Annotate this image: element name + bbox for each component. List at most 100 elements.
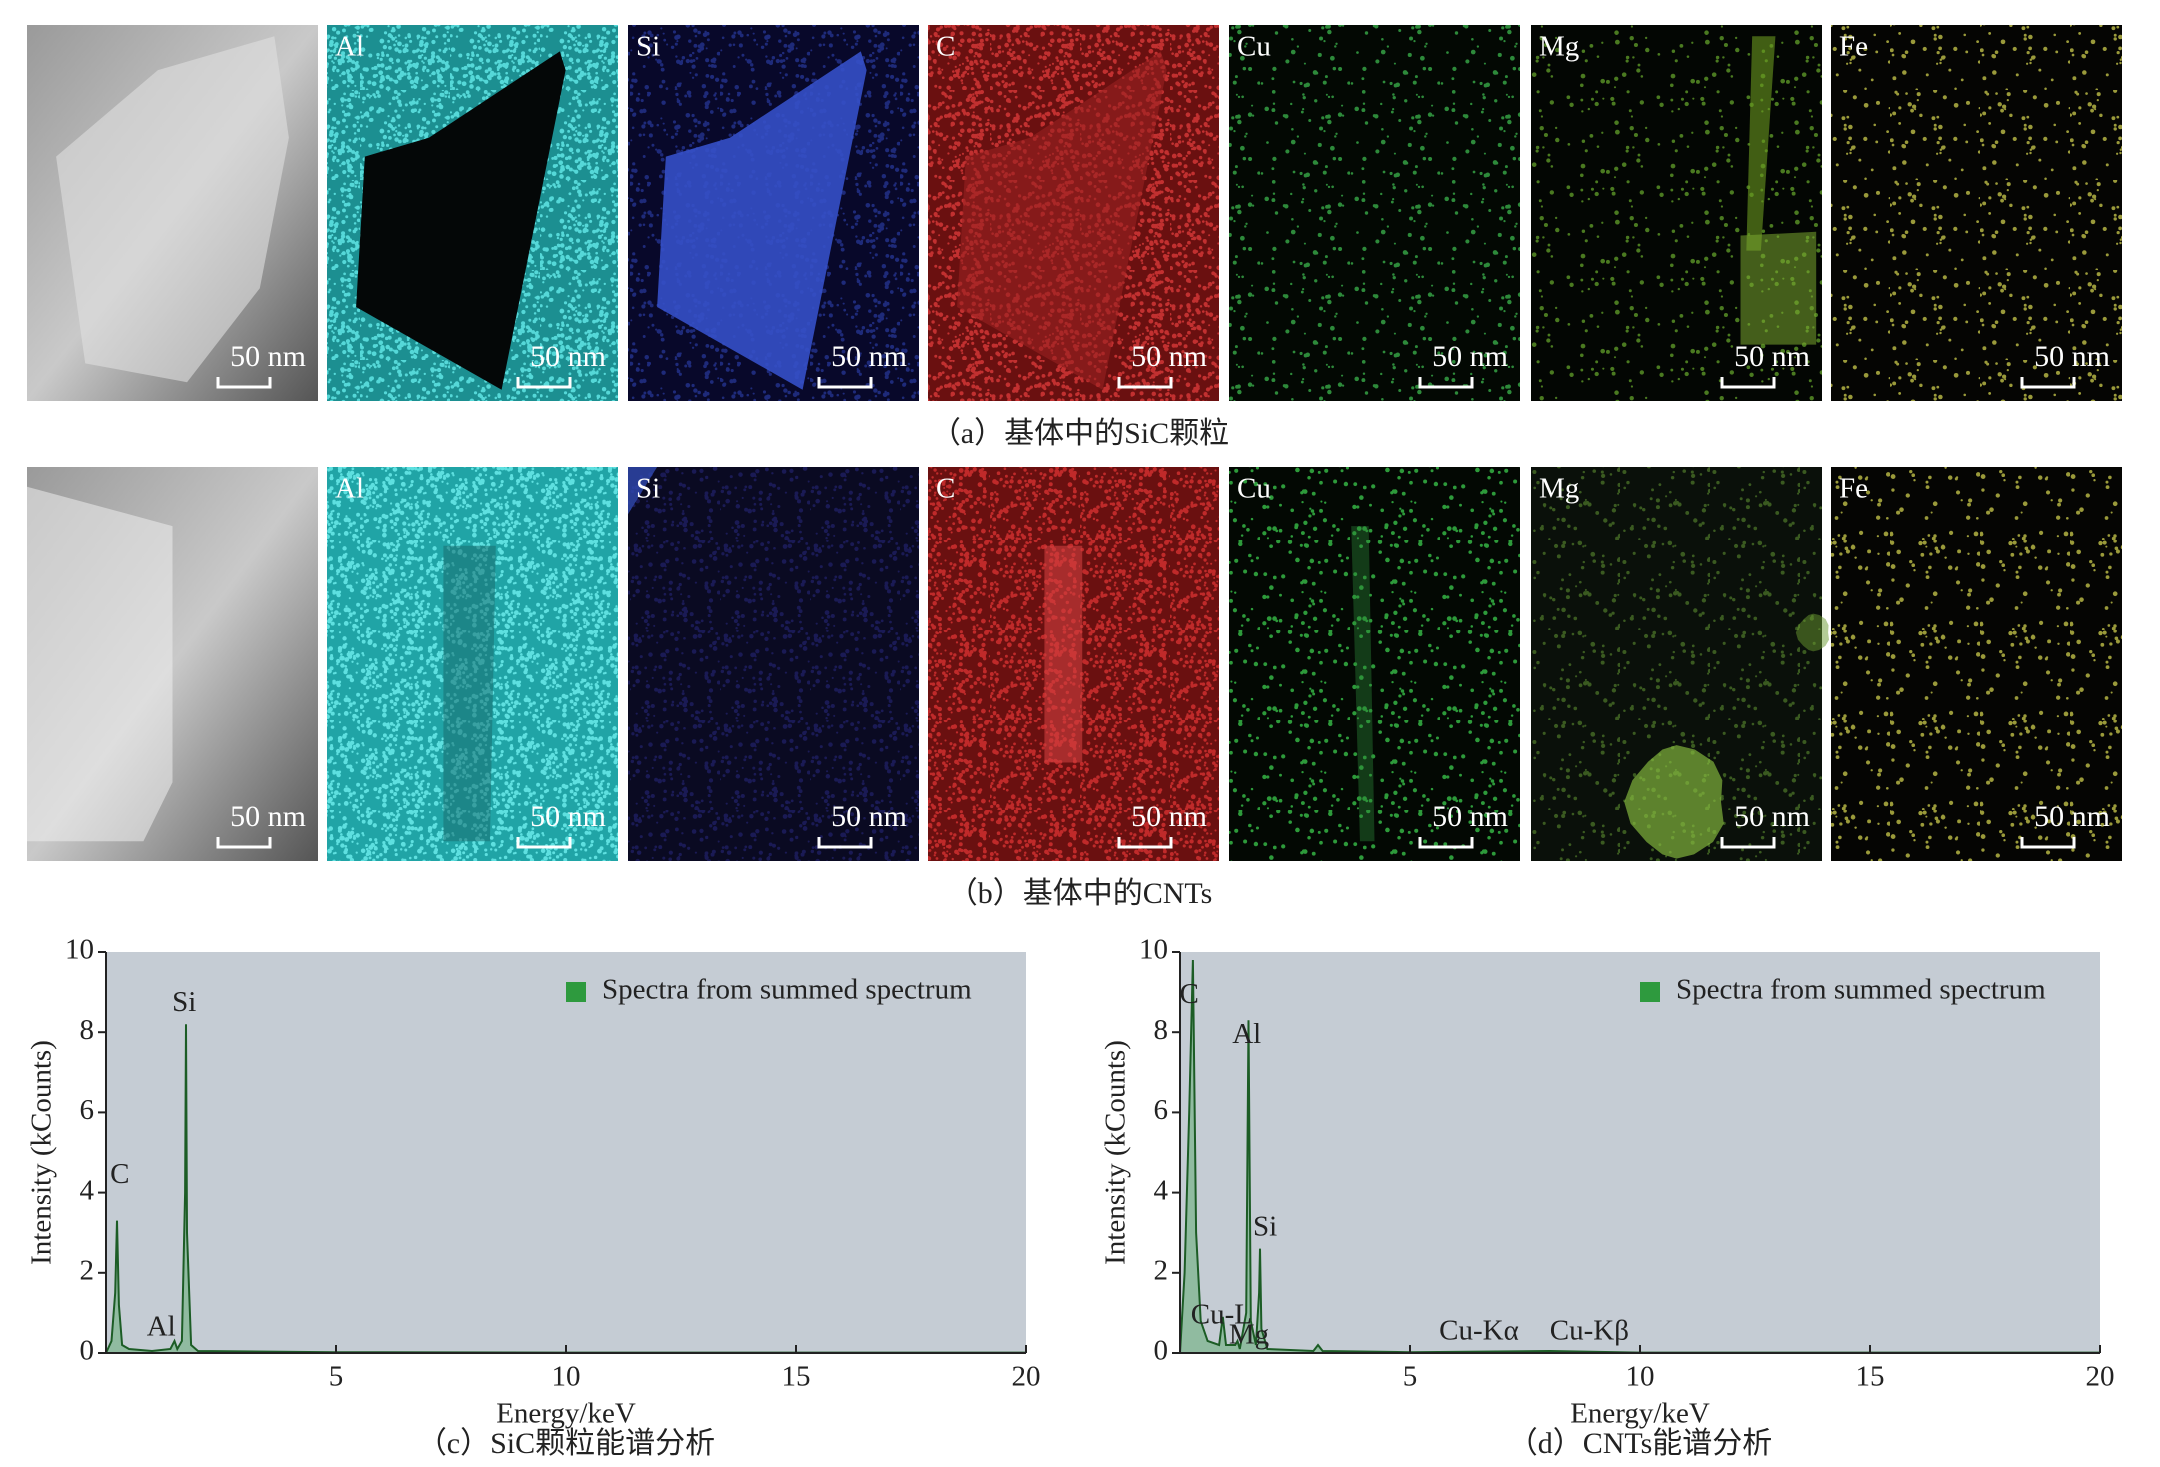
x-tick-label: 20 xyxy=(2086,1361,2115,1393)
y-tick-label: 6 xyxy=(1154,1094,1169,1126)
y-tick-label: 6 xyxy=(80,1094,95,1126)
scale-bar xyxy=(817,837,873,849)
element-label: Fe xyxy=(1839,473,1868,505)
scale-label: 50 nm xyxy=(1131,340,1207,373)
x-axis-label: Energy/keV xyxy=(496,1398,636,1430)
micrograph xyxy=(327,467,618,861)
peak-label: Cu-L xyxy=(1191,1299,1252,1331)
plot-area xyxy=(106,952,1026,1353)
micrograph xyxy=(628,467,919,861)
legend-swatch xyxy=(1640,982,1660,1002)
peak-label: C xyxy=(110,1158,129,1190)
scale-bar xyxy=(516,377,572,389)
y-tick-label: 0 xyxy=(80,1335,95,1367)
element-label: Cu xyxy=(1237,473,1271,505)
scale-label: 50 nm xyxy=(2034,340,2110,373)
scale-label: 50 nm xyxy=(2034,800,2110,833)
x-tick-label: 20 xyxy=(1012,1361,1041,1393)
scale-label: 50 nm xyxy=(831,800,907,833)
scale-label: 50 nm xyxy=(1734,800,1810,833)
micrograph xyxy=(27,25,318,401)
peak-label: Cu-Kβ xyxy=(1550,1315,1629,1347)
scale-label: 50 nm xyxy=(1734,340,1810,373)
y-tick-label: 2 xyxy=(1154,1254,1169,1286)
element-label: Mg xyxy=(1539,31,1579,63)
micrograph xyxy=(628,25,919,401)
micrograph xyxy=(327,25,618,401)
micrograph xyxy=(928,25,1219,401)
element-label: Mg xyxy=(1539,473,1579,505)
peak-label: Si xyxy=(1253,1210,1277,1242)
scale-bar xyxy=(516,837,572,849)
micrograph xyxy=(1831,25,2122,401)
y-tick-label: 8 xyxy=(1154,1014,1169,1046)
peak-label: C xyxy=(1180,978,1199,1010)
caption: （d）CNTs能谱分析 xyxy=(1508,1427,1773,1460)
y-tick-label: 4 xyxy=(80,1174,95,1206)
scale-bar xyxy=(216,377,272,389)
micrograph xyxy=(1229,467,1520,861)
scale-bar xyxy=(2020,837,2076,849)
scale-label: 50 nm xyxy=(1131,800,1207,833)
scale-label: 50 nm xyxy=(1432,800,1508,833)
element-label: Si xyxy=(636,31,660,63)
legend-label: Spectra from summed spectrum xyxy=(602,974,972,1006)
micrograph xyxy=(1531,467,1830,861)
element-label: Al xyxy=(335,31,364,63)
scale-bar xyxy=(1720,837,1776,849)
micrograph xyxy=(27,467,318,861)
element-label: Fe xyxy=(1839,31,1868,63)
x-axis-label: Energy/keV xyxy=(1570,1398,1710,1430)
legend-label: Spectra from summed spectrum xyxy=(1676,974,2046,1006)
scale-label: 50 nm xyxy=(1432,340,1508,373)
caption: （a）基体中的SiC颗粒 xyxy=(931,417,1229,450)
peak-label: Cu-Kα xyxy=(1439,1315,1519,1347)
scale-label: 50 nm xyxy=(230,800,306,833)
x-tick-label: 5 xyxy=(1403,1361,1418,1393)
x-tick-label: 5 xyxy=(329,1361,344,1393)
y-tick-label: 4 xyxy=(1154,1174,1169,1206)
caption: （c）SiC颗粒能谱分析 xyxy=(417,1427,715,1460)
micrograph xyxy=(928,467,1219,861)
scale-label: 50 nm xyxy=(530,340,606,373)
x-tick-label: 10 xyxy=(552,1361,581,1393)
y-axis-label: Intensity (kCounts) xyxy=(26,1040,58,1265)
y-tick-label: 10 xyxy=(1139,934,1168,966)
y-tick-label: 2 xyxy=(80,1254,95,1286)
element-label: C xyxy=(936,473,955,505)
scale-bar xyxy=(1418,377,1474,389)
scale-label: 50 nm xyxy=(831,340,907,373)
x-tick-label: 15 xyxy=(1856,1361,1885,1393)
element-label: Cu xyxy=(1237,31,1271,63)
spectrum-line xyxy=(105,1024,1026,1354)
peak-label: Si xyxy=(172,986,196,1018)
peak-label: Al xyxy=(147,1311,176,1343)
micrograph xyxy=(1531,25,1822,401)
y-tick-label: 10 xyxy=(65,934,94,966)
micrograph xyxy=(1831,467,2122,861)
caption: （b）基体中的CNTs xyxy=(948,877,1213,910)
y-axis-label: Intensity (kCounts) xyxy=(1100,1040,1132,1265)
scale-bar xyxy=(1117,377,1173,389)
scale-bar xyxy=(216,837,272,849)
scale-label: 50 nm xyxy=(230,340,306,373)
peak-label: Al xyxy=(1232,1018,1261,1050)
spectrum-line xyxy=(1179,959,2100,1354)
scale-bar xyxy=(1418,837,1474,849)
x-tick-label: 10 xyxy=(1626,1361,1655,1393)
scale-bar xyxy=(1117,837,1173,849)
plot-area xyxy=(1180,952,2100,1353)
scale-bar xyxy=(1720,377,1776,389)
scale-bar xyxy=(2020,377,2076,389)
element-label: Si xyxy=(636,473,660,505)
legend-swatch xyxy=(566,982,586,1002)
element-label: C xyxy=(936,31,955,63)
scale-label: 50 nm xyxy=(530,800,606,833)
micrograph xyxy=(1229,25,1520,401)
scale-bar xyxy=(817,377,873,389)
element-label: Al xyxy=(335,473,364,505)
peak-label: Mg xyxy=(1229,1319,1269,1351)
y-tick-label: 8 xyxy=(80,1014,95,1046)
y-tick-label: 0 xyxy=(1154,1335,1169,1367)
